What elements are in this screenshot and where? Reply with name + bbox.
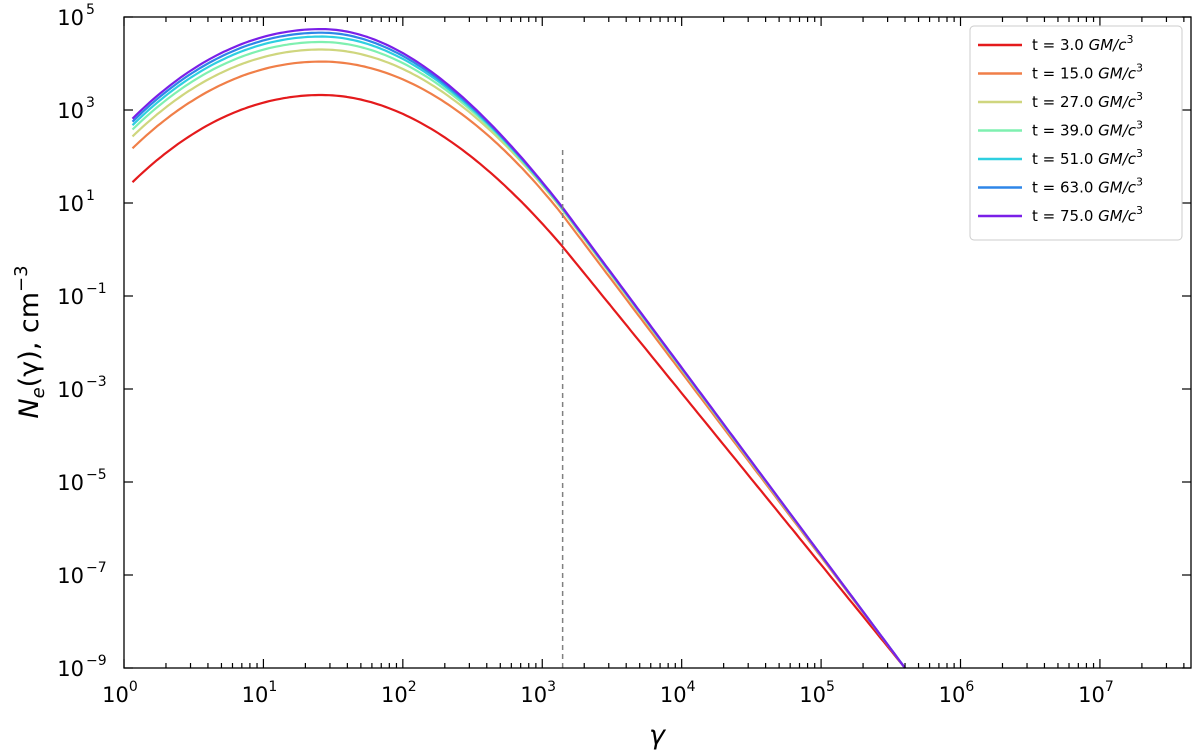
series-line-3 — [131, 40, 906, 669]
series-line-5 — [131, 31, 906, 669]
y-tick-label: 10 −3 — [57, 374, 106, 402]
y-tick-label: 10 −1 — [57, 281, 106, 309]
legend-label-4: t = 51.0 GM/c3 — [1032, 147, 1143, 168]
legend-label-1: t = 15.0 GM/c3 — [1032, 62, 1143, 83]
series-line-4 — [131, 35, 906, 669]
legend-items: t = 3.0 GM/c3 t = 15.0 GM/c3 t = 27.0 GM/c… — [978, 33, 1143, 225]
y-tick-label: 10 5 — [57, 2, 95, 30]
x-tick-label: 102 — [381, 679, 417, 707]
series-layer — [131, 28, 906, 669]
y-axis-title-superscript: −3 — [11, 265, 32, 292]
x-axis-title: γ — [649, 720, 667, 751]
y-axis-title-subscript: e — [28, 387, 49, 398]
x-tick-label: 100 — [102, 679, 138, 707]
y-axis-title: Ne(γ), cm−3 — [11, 265, 49, 418]
x-tick-label: 103 — [520, 679, 556, 707]
legend-label-6: t = 75.0 GM/c3 — [1032, 204, 1143, 225]
x-tick-label: 107 — [1078, 679, 1114, 707]
plot-frame — [123, 16, 1192, 669]
y-axis-title-tail: (γ), cm — [14, 292, 45, 387]
legend-label-0: t = 3.0 GM/c3 — [1032, 33, 1133, 54]
legend: t = 3.0 GM/c3 t = 15.0 GM/c3 t = 27.0 GM/c… — [969, 25, 1183, 241]
x-tick-label: 101 — [242, 679, 278, 707]
legend-box — [969, 25, 1183, 241]
y-axis-title-main: N — [14, 398, 45, 418]
x-tick-label: 106 — [939, 679, 975, 707]
y-tick-label: 10 1 — [57, 188, 95, 216]
legend-label-2: t = 27.0 GM/c3 — [1032, 90, 1143, 111]
y-tick-label: 10 3 — [57, 95, 95, 123]
series-line-0 — [131, 93, 906, 669]
series-line-6 — [131, 28, 906, 669]
series-line-2 — [131, 48, 906, 669]
y-tick-label: 10 −7 — [57, 560, 106, 588]
y-tick-label: 10 −9 — [57, 653, 106, 681]
legend-label-5: t = 63.0 GM/c3 — [1032, 176, 1143, 197]
x-tick-label: 104 — [660, 679, 696, 707]
x-tick-label: 105 — [799, 679, 835, 707]
legend-label-3: t = 39.0 GM/c3 — [1032, 119, 1143, 140]
series-line-1 — [131, 60, 906, 669]
y-tick-label: 10 −5 — [57, 467, 106, 495]
